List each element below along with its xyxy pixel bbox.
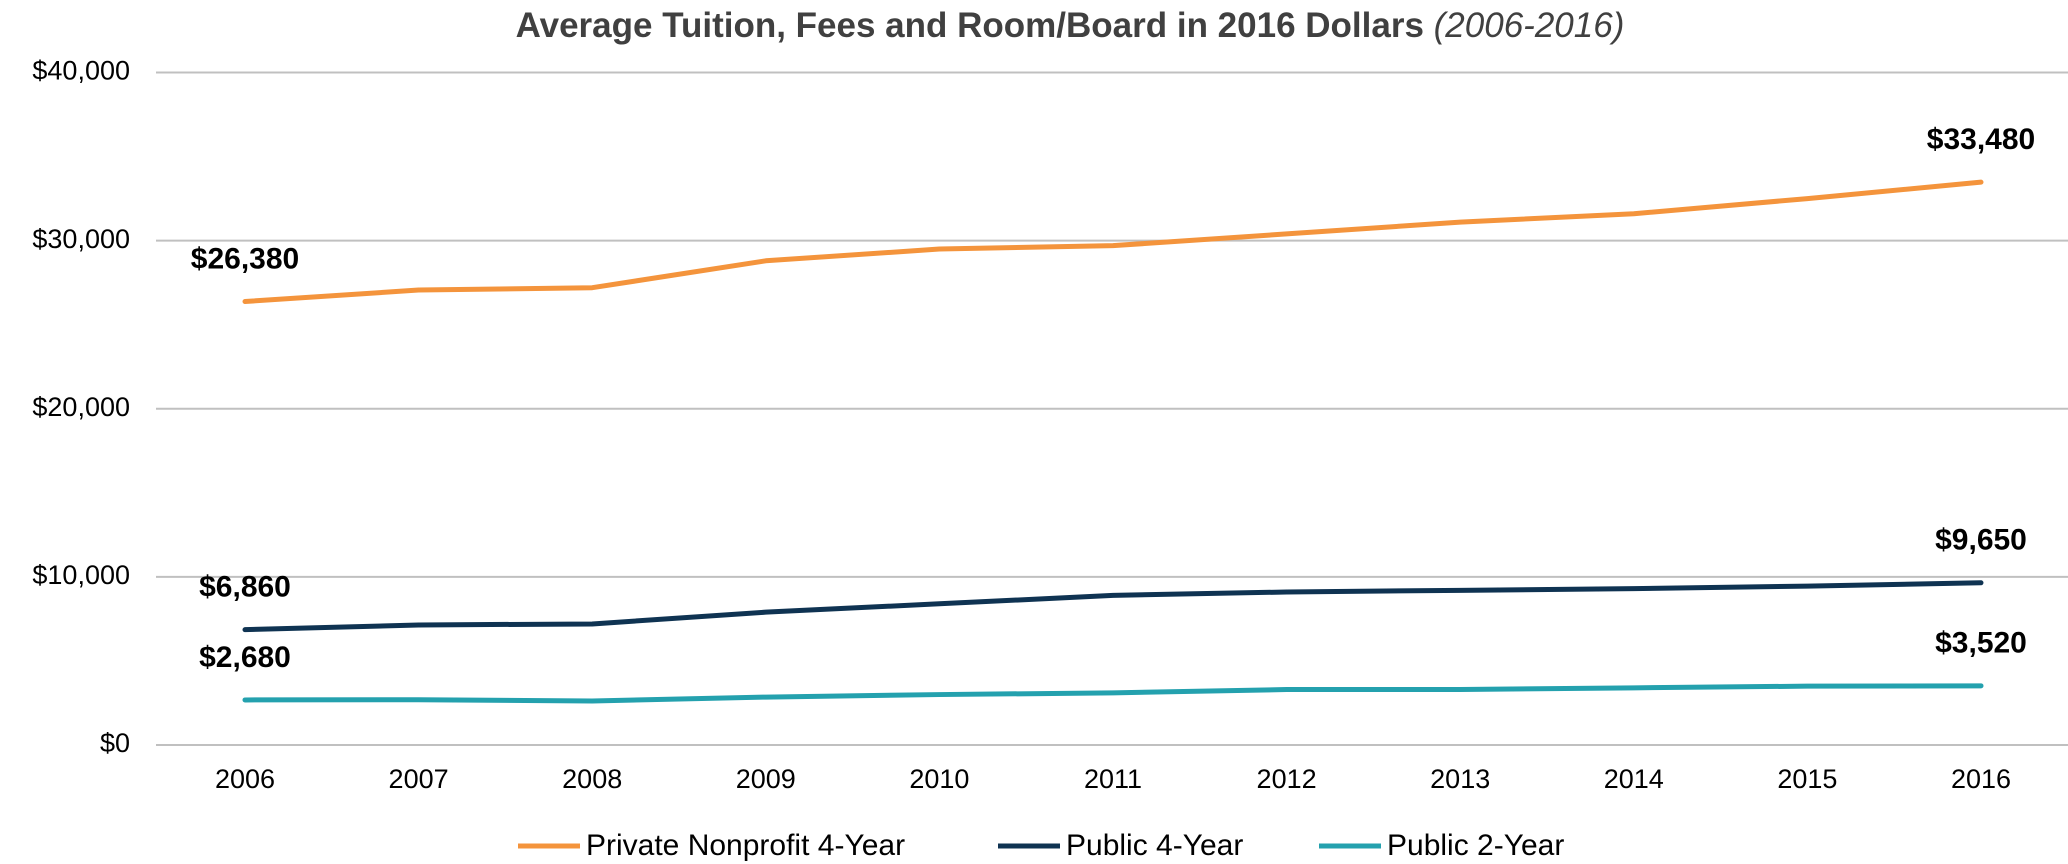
legend-label: Public 2-Year [1387, 829, 1564, 862]
x-tick-label: 2015 [1777, 764, 1837, 794]
y-tick-label: $10,000 [32, 560, 130, 590]
x-tick-label: 2011 [1084, 764, 1142, 794]
x-tick-label: 2016 [1951, 764, 2011, 794]
data-label: $33,480 [1927, 123, 2035, 156]
y-tick-label: $0 [100, 728, 130, 758]
series-line [242, 179, 1984, 304]
series-line [242, 580, 1984, 633]
data-label: $26,380 [191, 242, 299, 275]
data-label: $9,650 [1935, 524, 2027, 557]
x-tick-label: 2008 [562, 764, 622, 794]
x-tick-label: 2009 [736, 764, 796, 794]
x-tick-label: 2010 [909, 764, 969, 794]
subtitle: (2006-2016) [1434, 6, 1625, 45]
series-line [242, 683, 1984, 704]
legend-label: Private Nonprofit 4-Year [586, 829, 905, 862]
y-tick-label: $30,000 [32, 224, 130, 254]
title-main: Average Tuition, Fees and Room/Board in … [516, 6, 1424, 45]
y-tick-label: $40,000 [32, 56, 130, 86]
x-tick-label: 2013 [1430, 764, 1490, 794]
chart-title: Average Tuition, Fees and Room/Board in … [516, 6, 1625, 45]
legend-label: Public 4-Year [1066, 829, 1243, 862]
data-label: $2,680 [199, 641, 291, 674]
data-label: $3,520 [1935, 627, 2027, 660]
data-label: $6,860 [199, 571, 291, 604]
y-tick-label: $20,000 [32, 392, 130, 422]
x-tick-label: 2014 [1604, 764, 1664, 794]
x-tick-label: 2012 [1257, 764, 1317, 794]
x-tick-label: 2006 [215, 764, 275, 794]
x-tick-label: 2007 [389, 764, 449, 794]
